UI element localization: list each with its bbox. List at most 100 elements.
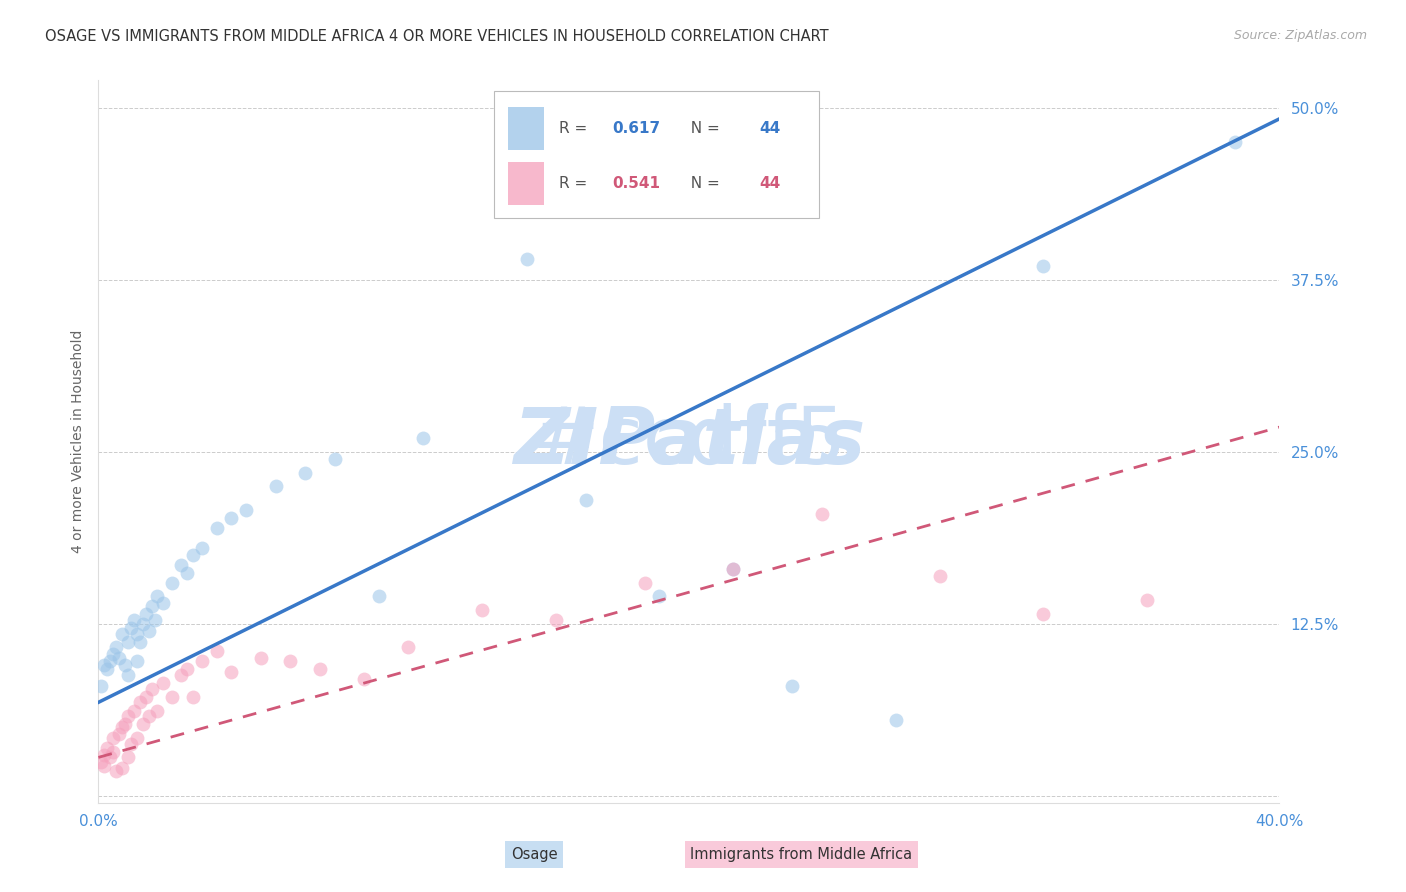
Point xyxy=(810,507,832,521)
Point xyxy=(103,731,125,745)
Point xyxy=(368,590,391,604)
Point xyxy=(93,658,115,673)
Point xyxy=(125,654,148,668)
Point xyxy=(294,466,316,480)
Point xyxy=(96,662,118,676)
Point xyxy=(120,737,142,751)
Point xyxy=(93,747,115,762)
Point xyxy=(138,624,160,638)
Text: R =: R = xyxy=(560,176,592,191)
Point xyxy=(125,731,148,745)
Point xyxy=(117,709,139,723)
Point xyxy=(111,626,134,640)
Text: Osage: Osage xyxy=(510,847,558,862)
Point xyxy=(117,750,139,764)
Point xyxy=(108,727,131,741)
Point xyxy=(152,596,174,610)
Point xyxy=(398,640,420,655)
Text: N =: N = xyxy=(681,176,724,191)
Point xyxy=(235,502,257,516)
Point xyxy=(1032,607,1054,622)
Point xyxy=(117,668,139,682)
Point xyxy=(90,755,112,769)
Text: ZIPatlas: ZIPatlas xyxy=(513,403,865,480)
Point xyxy=(723,562,745,576)
Point xyxy=(170,668,193,682)
Point xyxy=(98,750,121,764)
Point xyxy=(143,613,166,627)
Point xyxy=(309,662,332,676)
FancyBboxPatch shape xyxy=(508,107,544,151)
Text: OSAGE VS IMMIGRANTS FROM MIDDLE AFRICA 4 OR MORE VEHICLES IN HOUSEHOLD CORRELATI: OSAGE VS IMMIGRANTS FROM MIDDLE AFRICA 4… xyxy=(45,29,828,44)
Text: N =: N = xyxy=(681,121,724,136)
Point xyxy=(250,651,273,665)
Text: #ccdff5: #ccdff5 xyxy=(531,402,846,481)
Point xyxy=(132,616,155,631)
Point xyxy=(516,252,538,267)
Point xyxy=(181,548,204,562)
Point xyxy=(98,654,121,668)
Point xyxy=(135,690,157,704)
Point xyxy=(122,704,145,718)
Text: Immigrants from Middle Africa: Immigrants from Middle Africa xyxy=(690,847,912,862)
Point xyxy=(125,626,148,640)
Point xyxy=(1136,593,1159,607)
Point xyxy=(884,713,907,727)
Point xyxy=(471,603,494,617)
Point xyxy=(135,607,157,622)
Point xyxy=(1225,135,1247,149)
Point xyxy=(120,621,142,635)
Point xyxy=(105,640,128,655)
Point xyxy=(105,764,128,779)
Point xyxy=(723,562,745,576)
Point xyxy=(280,654,302,668)
Point xyxy=(138,709,160,723)
Point xyxy=(575,493,598,508)
Text: R =: R = xyxy=(560,121,592,136)
Point xyxy=(191,541,214,556)
Point xyxy=(114,717,136,731)
Point xyxy=(412,431,434,445)
Point xyxy=(103,745,125,759)
Point xyxy=(634,575,657,590)
Text: 0.541: 0.541 xyxy=(612,176,661,191)
Y-axis label: 4 or more Vehicles in Household: 4 or more Vehicles in Household xyxy=(70,330,84,553)
Point xyxy=(152,676,174,690)
Point xyxy=(176,566,198,580)
Point xyxy=(162,690,183,704)
Point xyxy=(782,679,804,693)
Point xyxy=(128,634,150,648)
Point xyxy=(546,613,568,627)
Point xyxy=(191,654,214,668)
Point xyxy=(90,679,112,693)
Point xyxy=(353,672,375,686)
Point xyxy=(122,613,145,627)
Point xyxy=(117,634,139,648)
Point xyxy=(128,695,150,709)
Point xyxy=(176,662,198,676)
Point xyxy=(96,740,118,755)
Point xyxy=(103,647,125,661)
Point xyxy=(114,658,136,673)
Point xyxy=(170,558,193,572)
Point xyxy=(648,590,671,604)
Point xyxy=(162,575,183,590)
Text: 0.617: 0.617 xyxy=(612,121,661,136)
Point xyxy=(111,720,134,734)
Point xyxy=(929,568,952,582)
Point xyxy=(221,511,243,525)
Point xyxy=(264,479,287,493)
Point xyxy=(141,599,163,613)
Text: 44: 44 xyxy=(759,121,782,136)
Point xyxy=(146,590,169,604)
Point xyxy=(205,520,228,534)
Point xyxy=(108,651,131,665)
Point xyxy=(93,758,115,772)
Point xyxy=(141,681,163,696)
Point xyxy=(181,690,204,704)
FancyBboxPatch shape xyxy=(508,162,544,205)
Point xyxy=(111,761,134,775)
Point xyxy=(323,451,346,466)
Point xyxy=(146,704,169,718)
Point xyxy=(132,717,155,731)
